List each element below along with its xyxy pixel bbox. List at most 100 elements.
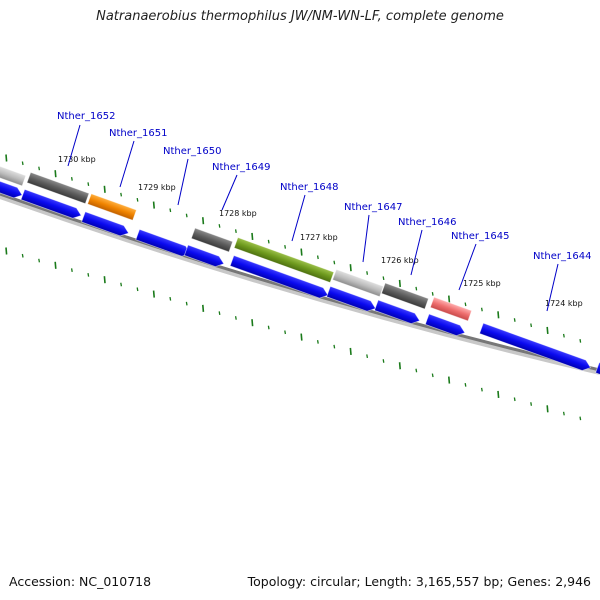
kbp-tick-label: 1728 kbp xyxy=(219,209,257,218)
outer-tick-mark xyxy=(21,161,24,166)
inner-tick-mark xyxy=(152,290,155,298)
gene-leader-line xyxy=(221,174,238,211)
outer-tick-mark xyxy=(415,286,418,291)
feature-olive[interactable] xyxy=(233,237,335,283)
inner-tick-mark xyxy=(87,273,90,277)
kbp-tick-label: 1730 kbp xyxy=(58,155,96,164)
inner-tick-mark xyxy=(464,383,467,387)
outer-tick-mark xyxy=(431,292,434,296)
inner-tick-mark xyxy=(349,347,352,355)
inner-tick-mark xyxy=(218,311,221,316)
inner-tick-mark xyxy=(415,368,418,373)
outer-tick-mark xyxy=(480,307,483,312)
feature-cds[interactable] xyxy=(81,211,131,239)
inner-tick-mark xyxy=(267,325,270,330)
outer-tick-mark xyxy=(267,239,270,244)
outer-tick-mark xyxy=(382,276,385,281)
outer-tick-mark xyxy=(448,295,451,303)
inner-tick-mark xyxy=(120,282,123,287)
feature-pink[interactable] xyxy=(429,296,473,322)
gene-label[interactable]: Nther_1644 xyxy=(533,251,591,262)
feature-cds[interactable] xyxy=(326,285,378,313)
inner-tick-mark xyxy=(382,359,385,363)
outer-tick-mark xyxy=(234,229,237,234)
inner-tick-mark xyxy=(38,258,41,263)
backbone-shadow xyxy=(0,193,600,375)
feature-cds[interactable] xyxy=(183,244,225,269)
gene-leader-line xyxy=(291,194,306,242)
inner-tick-mark xyxy=(169,296,172,301)
kbp-tick-label: 1726 kbp xyxy=(381,256,419,265)
gene-label[interactable]: Nther_1651 xyxy=(109,128,167,139)
gene-leader-line xyxy=(177,158,189,206)
feature-gray-dark[interactable] xyxy=(380,282,430,310)
feature-gray-dark[interactable] xyxy=(190,227,234,253)
inner-tick-mark xyxy=(480,387,483,392)
outer-tick-mark xyxy=(530,323,533,328)
inner-tick-mark xyxy=(366,354,369,359)
gene-label[interactable]: Nther_1652 xyxy=(57,111,115,122)
outer-tick-mark xyxy=(169,208,172,213)
outer-tick-mark xyxy=(300,248,303,256)
inner-tick-mark xyxy=(398,362,401,370)
gene-label[interactable]: Nther_1646 xyxy=(398,217,456,228)
inner-tick-mark xyxy=(103,276,106,284)
feature-gray-dark[interactable] xyxy=(26,171,90,205)
outer-tick-mark xyxy=(70,177,73,181)
inner-tick-mark xyxy=(185,301,188,306)
outer-tick-mark xyxy=(152,201,155,209)
inner-tick-mark xyxy=(562,411,565,416)
gene-label[interactable]: Nther_1649 xyxy=(212,162,270,173)
map-title: Natranaerobius thermophilus JW/NM-WN-LF,… xyxy=(96,9,504,24)
outer-tick-mark xyxy=(349,264,352,272)
outer-tick-mark xyxy=(333,260,336,265)
outer-tick-mark xyxy=(464,302,467,307)
inner-tick-mark xyxy=(136,287,139,292)
inner-tick-mark xyxy=(316,339,319,344)
gene-label[interactable]: Nther_1650 xyxy=(163,146,221,157)
feature-gray-light[interactable] xyxy=(332,268,384,298)
feature-cds[interactable] xyxy=(0,179,24,201)
outer-tick-mark xyxy=(366,271,369,275)
outer-tick-mark xyxy=(579,339,582,343)
gene-label[interactable]: Nther_1645 xyxy=(451,231,509,242)
outer-tick-mark xyxy=(284,244,287,249)
feature-cds[interactable] xyxy=(373,299,421,326)
outer-tick-mark xyxy=(562,333,565,338)
inner-tick-mark xyxy=(333,344,336,349)
feature-gray-light[interactable] xyxy=(0,163,27,187)
gene-leader-line xyxy=(458,243,477,291)
feature-cds[interactable] xyxy=(20,188,83,220)
inner-tick-mark xyxy=(300,333,303,341)
kbp-tick-label: 1725 kbp xyxy=(463,279,501,288)
outer-tick-mark xyxy=(136,197,139,202)
feature-cds[interactable] xyxy=(229,255,330,301)
kbp-tick-label: 1729 kbp xyxy=(138,183,176,192)
outer-tick-mark xyxy=(316,255,319,260)
outer-tick-mark xyxy=(38,166,41,171)
inner-tick-mark xyxy=(234,316,237,320)
feature-cds[interactable] xyxy=(424,313,466,338)
outer-tick-mark xyxy=(5,154,8,162)
inner-tick-mark xyxy=(251,319,254,327)
outer-tick-mark xyxy=(202,217,205,225)
inner-tick-mark xyxy=(284,330,287,335)
gene-leader-line xyxy=(119,140,135,188)
inner-tick-mark xyxy=(448,376,451,384)
inner-tick-mark xyxy=(530,402,533,406)
feature-orange[interactable] xyxy=(87,193,137,221)
outer-tick-mark xyxy=(54,170,57,178)
accession-text: Accession: NC_010718 xyxy=(9,574,152,589)
outer-tick-mark xyxy=(251,232,254,240)
gene-leader-line xyxy=(67,124,81,167)
kbp-tick-label: 1724 kbp xyxy=(545,299,583,308)
outer-tick-mark xyxy=(546,326,549,335)
feature-cds[interactable] xyxy=(479,322,593,373)
genome-summary-text: Topology: circular; Length: 3,165,557 bp… xyxy=(247,574,591,589)
gene-label[interactable]: Nther_1647 xyxy=(344,202,402,213)
gene-leader-line xyxy=(546,263,559,312)
inner-tick-mark xyxy=(579,416,582,421)
feature-cds[interactable] xyxy=(595,361,600,377)
gene-label[interactable]: Nther_1648 xyxy=(280,182,338,193)
